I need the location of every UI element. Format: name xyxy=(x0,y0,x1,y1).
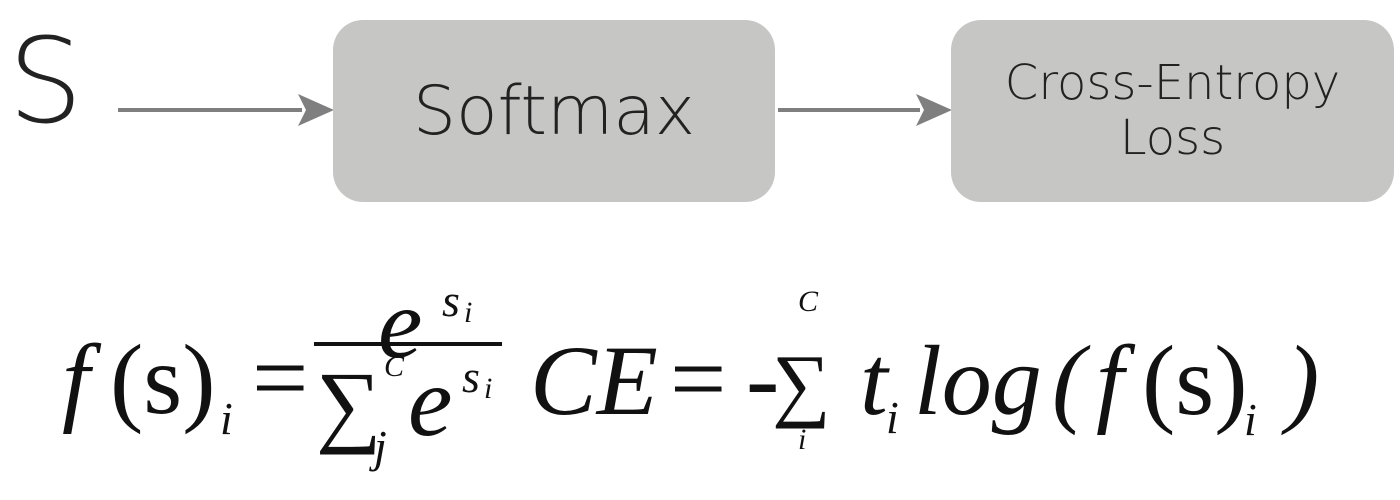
softmax-denominator-sigma-sup: C xyxy=(384,350,405,383)
ce-sigma-sup: C xyxy=(798,285,819,318)
cross-entropy-formula: CE = - ∑ C i t i log ( f (s) i ) xyxy=(530,285,1390,475)
ce-lhs: CE xyxy=(530,325,658,436)
softmax-box: Softmax xyxy=(333,20,775,202)
softmax-numerator-sup-sub: i xyxy=(464,296,473,329)
ce-sigma-sub: i xyxy=(798,423,807,456)
ce-f: f xyxy=(1096,325,1124,436)
ce-t-sub: i xyxy=(886,392,899,443)
cross-entropy-label-line1: Cross-Entropy xyxy=(1004,54,1341,111)
ce-minus: - xyxy=(746,323,780,434)
softmax-lhs-subscript: i xyxy=(220,393,233,444)
ce-open-paren: ( xyxy=(1052,325,1086,436)
softmax-denominator-sup-sub: i xyxy=(484,372,493,405)
softmax-formula: f (s) i = e s i ∑ C j e s i xyxy=(62,274,702,490)
softmax-equals: = xyxy=(252,322,309,433)
arrow-s-to-softmax xyxy=(118,94,334,126)
softmax-arg: (s) xyxy=(110,324,216,435)
cross-entropy-loss-box: Cross-Entropy Loss xyxy=(951,20,1394,202)
cross-entropy-label-line2: Loss xyxy=(1119,110,1226,166)
softmax-denominator-sigma-sub: j xyxy=(374,421,387,472)
ce-arg-sub: i xyxy=(1244,394,1257,445)
softmax-numerator-sup: s xyxy=(442,275,460,326)
ce-arg: (s) xyxy=(1142,325,1248,436)
ce-log: log xyxy=(914,325,1042,436)
softmax-numerator-e: e xyxy=(378,268,423,379)
softmax-denominator-sigma: ∑ xyxy=(316,353,382,455)
ce-t: t xyxy=(860,325,888,436)
ce-equals: = xyxy=(670,323,727,434)
softmax-denominator-sup: s xyxy=(462,351,480,402)
softmax-denominator-e: e xyxy=(408,346,453,457)
softmax-label: Softmax xyxy=(412,71,696,151)
softmax-fraction-line xyxy=(314,342,502,346)
ce-close-paren: ) xyxy=(1286,325,1320,436)
arrow-softmax-to-cross-entropy xyxy=(778,94,952,126)
ce-sigma: ∑ xyxy=(772,338,831,429)
softmax-f: f xyxy=(62,324,90,435)
input-label-s: S xyxy=(8,12,83,150)
